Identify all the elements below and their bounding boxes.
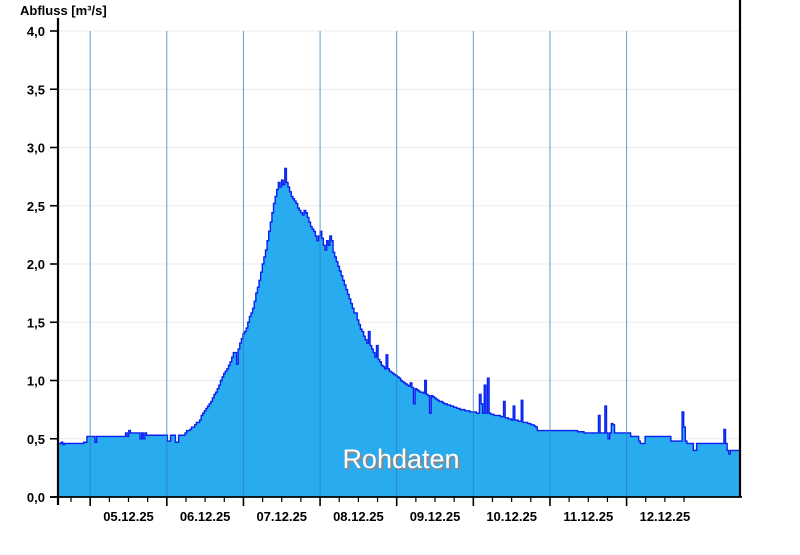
x-tick-label: 11.12.25 [563, 509, 613, 524]
y-axis-ticks: 0,0 0,5 1,0 1,5 2,0 2,5 3,0 3,5 4,0 [27, 24, 58, 505]
x-tick-label: 12.12.25 [640, 509, 691, 524]
y-tick-label: 1,5 [27, 315, 45, 330]
x-tick-label: 07.12.25 [256, 509, 307, 524]
watermark-shadow: Rohdaten [344, 446, 461, 476]
x-tick-label: 09.12.25 [410, 509, 461, 524]
discharge-area-series [58, 167, 740, 497]
x-axis-ticks: 05.12.25 06.12.25 07.12.25 08.12.25 09.12.25… [70, 497, 691, 524]
x-tick-label: 05.12.25 [103, 509, 154, 524]
y-tick-label: 3,0 [27, 141, 45, 156]
watermark-rohdaten: Rohdaten [342, 444, 459, 474]
discharge-area-fill [58, 168, 740, 497]
y-tick-label: 1,0 [27, 374, 45, 389]
y-tick-label: 0,0 [27, 490, 45, 505]
y-axis-title: Abfluss [m³/s] [20, 3, 107, 18]
x-tick-label: 08.12.25 [333, 509, 384, 524]
y-tick-label: 3,5 [27, 82, 45, 97]
y-tick-label: 0,5 [27, 432, 45, 447]
x-tick-label: 10.12.25 [486, 509, 537, 524]
y-tick-label: 4,0 [27, 24, 45, 39]
day-divider-lines [89, 31, 628, 497]
y-tick-label: 2,0 [27, 257, 45, 272]
discharge-line [58, 167, 740, 455]
x-tick-label: 06.12.25 [180, 509, 231, 524]
y-tick-label: 2,5 [27, 199, 45, 214]
